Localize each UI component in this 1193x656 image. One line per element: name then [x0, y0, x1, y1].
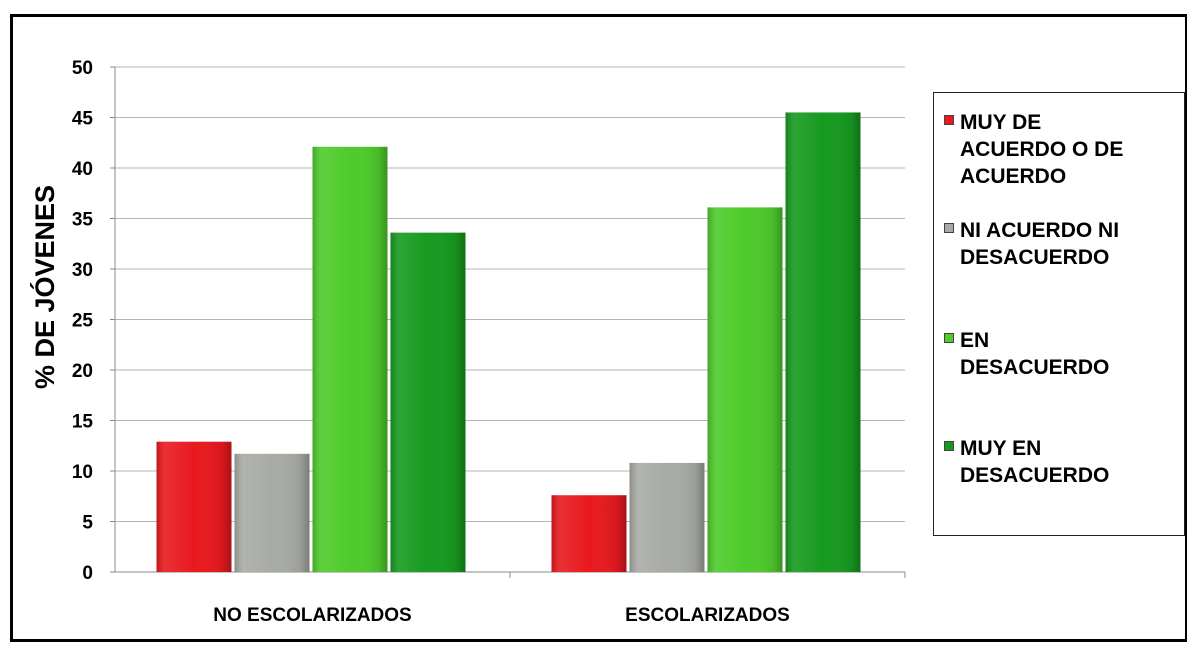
bar-shading: [707, 207, 783, 572]
y-tick-label: 30: [72, 260, 93, 281]
legend-label: EN DESACUERDO: [960, 329, 1110, 379]
y-tick-label: 50: [72, 58, 93, 79]
legend: MUY DE ACUERDO O DE ACUERDO NI ACUERDO NI…: [933, 92, 1185, 536]
x-category-label: NO ESCOLARIZADOS: [213, 605, 411, 626]
legend-swatch: [944, 115, 954, 125]
y-tick-label: 0: [82, 563, 93, 584]
y-tick-label: 10: [72, 462, 93, 483]
y-tick-label: 40: [72, 159, 93, 180]
x-axis-labels: NO ESCOLARIZADOS ESCOLARIZADOS: [213, 572, 906, 626]
legend-label: NI ACUERDO NI DESACUERDO: [960, 219, 1120, 269]
legend-item: MUY EN DESACUERDO: [944, 435, 1180, 489]
legend-swatch: [944, 223, 954, 233]
legend-item: EN DESACUERDO: [944, 327, 1180, 381]
bar-shading: [312, 146, 388, 573]
legend-label: MUY EN DESACUERDO: [960, 437, 1110, 487]
y-axis-ticks: 0 5 10 15 20 25 30 35 40 45 50: [72, 58, 115, 584]
legend-swatch: [944, 333, 954, 343]
bar-shading: [629, 462, 705, 572]
y-tick-label: 5: [82, 513, 93, 534]
y-tick-label: 45: [72, 109, 94, 130]
x-category-label: ESCOLARIZADOS: [625, 605, 790, 626]
legend-item: MUY DE ACUERDO O DE ACUERDO: [944, 109, 1180, 190]
y-tick-label: 15: [72, 412, 94, 433]
bar-shading: [551, 495, 627, 572]
bar-shading: [156, 441, 232, 572]
y-tick-label: 35: [72, 210, 94, 231]
y-axis-label: % DE JÓVENES: [29, 185, 60, 389]
legend-swatch: [944, 441, 954, 451]
bar-shading: [390, 232, 466, 572]
legend-label: MUY DE ACUERDO O DE ACUERDO: [960, 111, 1124, 188]
y-tick-label: 20: [72, 361, 93, 382]
legend-item: NI ACUERDO NI DESACUERDO: [944, 217, 1180, 271]
bar-shading: [785, 112, 861, 572]
bar-shading: [234, 453, 310, 572]
y-tick-label: 25: [72, 311, 94, 332]
bars: [156, 112, 861, 573]
